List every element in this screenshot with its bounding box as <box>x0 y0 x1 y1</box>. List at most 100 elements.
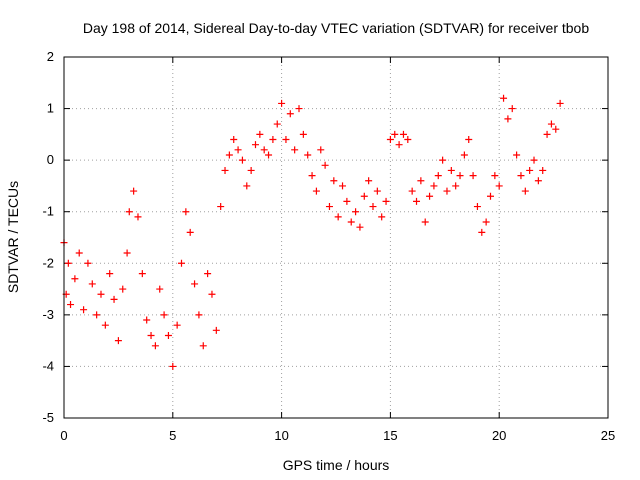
chart-title: Day 198 of 2014, Sidereal Day-to-day VTE… <box>83 20 590 36</box>
data-point <box>304 151 312 159</box>
data-point <box>556 99 564 107</box>
data-point <box>552 125 560 133</box>
data-point <box>173 321 181 329</box>
x-axis-label: GPS time / hours <box>283 457 390 473</box>
data-point <box>278 99 286 107</box>
data-point <box>238 156 246 164</box>
y-tick-label: -3 <box>42 307 54 322</box>
data-point <box>234 146 242 154</box>
data-point <box>395 141 403 149</box>
data-point <box>373 187 381 195</box>
data-point <box>325 203 333 211</box>
y-tick-label: -2 <box>42 255 54 270</box>
data-point <box>93 311 101 319</box>
data-point <box>119 285 127 293</box>
data-point <box>273 120 281 128</box>
data-point <box>434 172 442 180</box>
data-point <box>143 316 151 324</box>
data-point <box>230 136 238 144</box>
data-point <box>469 172 477 180</box>
data-point <box>495 182 503 190</box>
data-point <box>460 151 468 159</box>
data-point <box>347 218 355 226</box>
data-point <box>447 166 455 174</box>
data-point <box>360 192 368 200</box>
data-point <box>456 172 464 180</box>
data-point <box>421 218 429 226</box>
x-tick-label: 15 <box>383 428 397 443</box>
data-point <box>473 203 481 211</box>
grid-lines <box>64 57 608 418</box>
data-point <box>534 177 542 185</box>
data-point <box>426 192 434 200</box>
data-point <box>439 156 447 164</box>
data-point <box>382 197 390 205</box>
data-point <box>308 172 316 180</box>
data-point <box>291 146 299 154</box>
data-point <box>408 187 416 195</box>
y-tick-label: -1 <box>42 204 54 219</box>
data-point <box>178 259 186 267</box>
data-point <box>191 280 199 288</box>
data-point <box>265 151 273 159</box>
x-tick-label: 20 <box>492 428 506 443</box>
data-point <box>269 136 277 144</box>
data-point <box>156 285 164 293</box>
data-point <box>317 146 325 154</box>
data-point <box>138 270 146 278</box>
data-point <box>64 259 72 267</box>
data-point <box>256 130 264 138</box>
data-point <box>378 213 386 221</box>
data-point <box>504 115 512 123</box>
data-point <box>399 130 407 138</box>
y-tick-label: -4 <box>42 358 54 373</box>
data-point <box>365 177 373 185</box>
y-tick-label: -5 <box>42 410 54 425</box>
data-point <box>521 187 529 195</box>
data-point <box>391 130 399 138</box>
data-point <box>486 192 494 200</box>
data-point <box>404 136 412 144</box>
data-point <box>169 362 177 370</box>
y-tick-label: 2 <box>47 49 54 64</box>
data-point <box>160 311 168 319</box>
data-point <box>526 166 534 174</box>
data-point <box>221 166 229 174</box>
data-point <box>530 156 538 164</box>
data-point <box>369 203 377 211</box>
data-point <box>260 146 268 154</box>
data-point <box>547 120 555 128</box>
data-point <box>125 208 133 216</box>
data-point <box>386 136 394 144</box>
data-point <box>343 197 351 205</box>
x-tick-label: 0 <box>60 428 67 443</box>
data-point <box>334 213 342 221</box>
data-point <box>212 326 220 334</box>
data-point <box>243 182 251 190</box>
data-point <box>339 182 347 190</box>
data-point <box>199 342 207 350</box>
data-point <box>123 249 131 257</box>
data-point <box>204 270 212 278</box>
data-point <box>71 275 79 283</box>
data-point <box>164 331 172 339</box>
data-point <box>106 270 114 278</box>
data-point <box>186 228 194 236</box>
data-point <box>67 301 75 309</box>
data-point <box>151 342 159 350</box>
data-point <box>443 187 451 195</box>
data-point <box>465 136 473 144</box>
data-point <box>295 105 303 113</box>
data-point <box>208 290 216 298</box>
x-tick-label: 10 <box>274 428 288 443</box>
data-point <box>134 213 142 221</box>
data-point <box>478 228 486 236</box>
x-tick-label: 5 <box>169 428 176 443</box>
data-point <box>251 141 259 149</box>
data-point <box>452 182 460 190</box>
data-point <box>352 208 360 216</box>
data-point <box>413 197 421 205</box>
data-point <box>182 208 190 216</box>
data-point <box>110 295 118 303</box>
